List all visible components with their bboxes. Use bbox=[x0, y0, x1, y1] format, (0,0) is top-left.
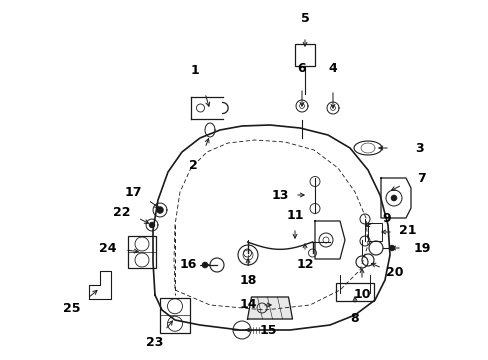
Circle shape bbox=[156, 207, 163, 213]
Text: 11: 11 bbox=[285, 208, 303, 221]
Circle shape bbox=[149, 222, 155, 228]
Bar bbox=[335, 283, 373, 301]
Text: 20: 20 bbox=[386, 266, 403, 279]
Text: 14: 14 bbox=[239, 298, 256, 311]
Text: 9: 9 bbox=[382, 212, 390, 225]
Text: 23: 23 bbox=[146, 336, 163, 348]
Bar bbox=[160, 297, 190, 333]
Text: 5: 5 bbox=[300, 12, 309, 24]
Bar bbox=[367, 223, 381, 241]
Text: 18: 18 bbox=[239, 274, 256, 287]
Text: 6: 6 bbox=[297, 62, 305, 75]
Text: 12: 12 bbox=[296, 258, 313, 271]
Text: 10: 10 bbox=[352, 288, 370, 302]
Text: 4: 4 bbox=[328, 62, 337, 75]
Polygon shape bbox=[247, 297, 292, 319]
Text: 25: 25 bbox=[63, 302, 81, 315]
Circle shape bbox=[390, 195, 396, 201]
Text: 8: 8 bbox=[350, 311, 359, 324]
Text: 24: 24 bbox=[99, 242, 117, 255]
Text: 19: 19 bbox=[412, 242, 430, 255]
Text: 16: 16 bbox=[179, 258, 196, 271]
Circle shape bbox=[202, 262, 207, 268]
Text: 15: 15 bbox=[259, 324, 276, 337]
Text: 22: 22 bbox=[113, 206, 130, 219]
Circle shape bbox=[388, 245, 394, 251]
Text: 7: 7 bbox=[417, 171, 426, 185]
Bar bbox=[294, 44, 314, 66]
Text: 21: 21 bbox=[398, 224, 416, 237]
Bar bbox=[128, 236, 156, 268]
Text: 2: 2 bbox=[188, 158, 197, 171]
Text: 1: 1 bbox=[190, 63, 199, 77]
Text: 13: 13 bbox=[271, 189, 288, 202]
Text: 17: 17 bbox=[124, 185, 142, 198]
Text: 3: 3 bbox=[415, 141, 424, 154]
